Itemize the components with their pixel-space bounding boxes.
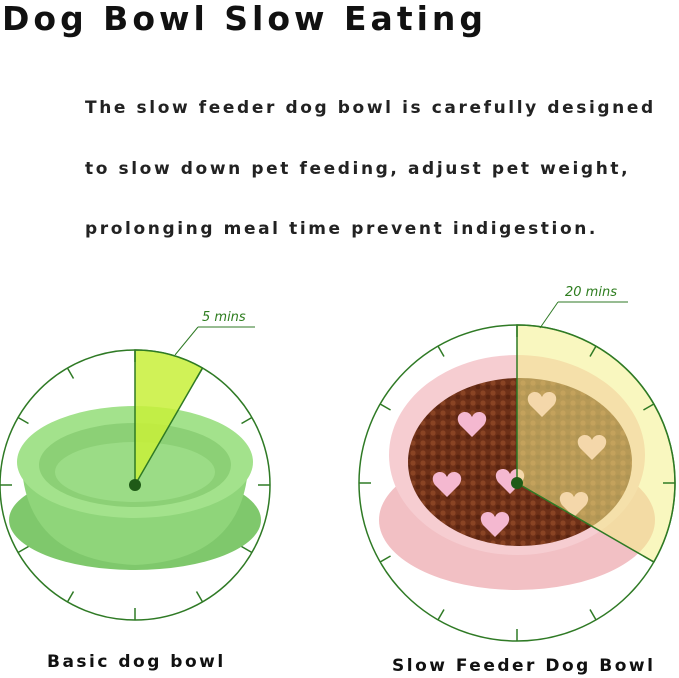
description-line: The slow feeder dog bowl is carefully de… (85, 98, 656, 118)
dial-tick (241, 416, 253, 425)
dial-ticks (0, 350, 270, 620)
bowl-caption: Basic dog bowl (47, 652, 226, 672)
description-line: prolonging meal time prevent indigestion… (85, 219, 598, 239)
basic-dial: 5 mins (0, 310, 271, 621)
dial-tick (195, 591, 204, 603)
description-line: to slow down pet feeding, adjust pet wei… (85, 159, 630, 179)
dial-tick (589, 609, 597, 621)
dial-tick (643, 403, 655, 411)
dial-tick (643, 555, 655, 563)
dial-tick (17, 416, 29, 425)
dial-tick (66, 367, 75, 379)
time-label: 20 mins (565, 285, 617, 300)
dial-tick (241, 545, 253, 554)
time-label: 5 mins (202, 310, 246, 325)
title: Dog Bowl Slow Eating (2, 0, 487, 38)
dial-tick (437, 345, 445, 357)
bowl-caption: Slow Feeder Dog Bowl (392, 656, 655, 676)
dial-tick (195, 367, 204, 379)
dial-tick (379, 403, 391, 411)
slow-dial: 20 mins (358, 285, 676, 642)
dial-tick (66, 591, 75, 603)
dial-ticks (359, 325, 675, 641)
dial-tick (437, 609, 445, 621)
dial-tick (17, 545, 29, 554)
dial-tick (589, 345, 597, 357)
dial-tick (379, 555, 391, 563)
